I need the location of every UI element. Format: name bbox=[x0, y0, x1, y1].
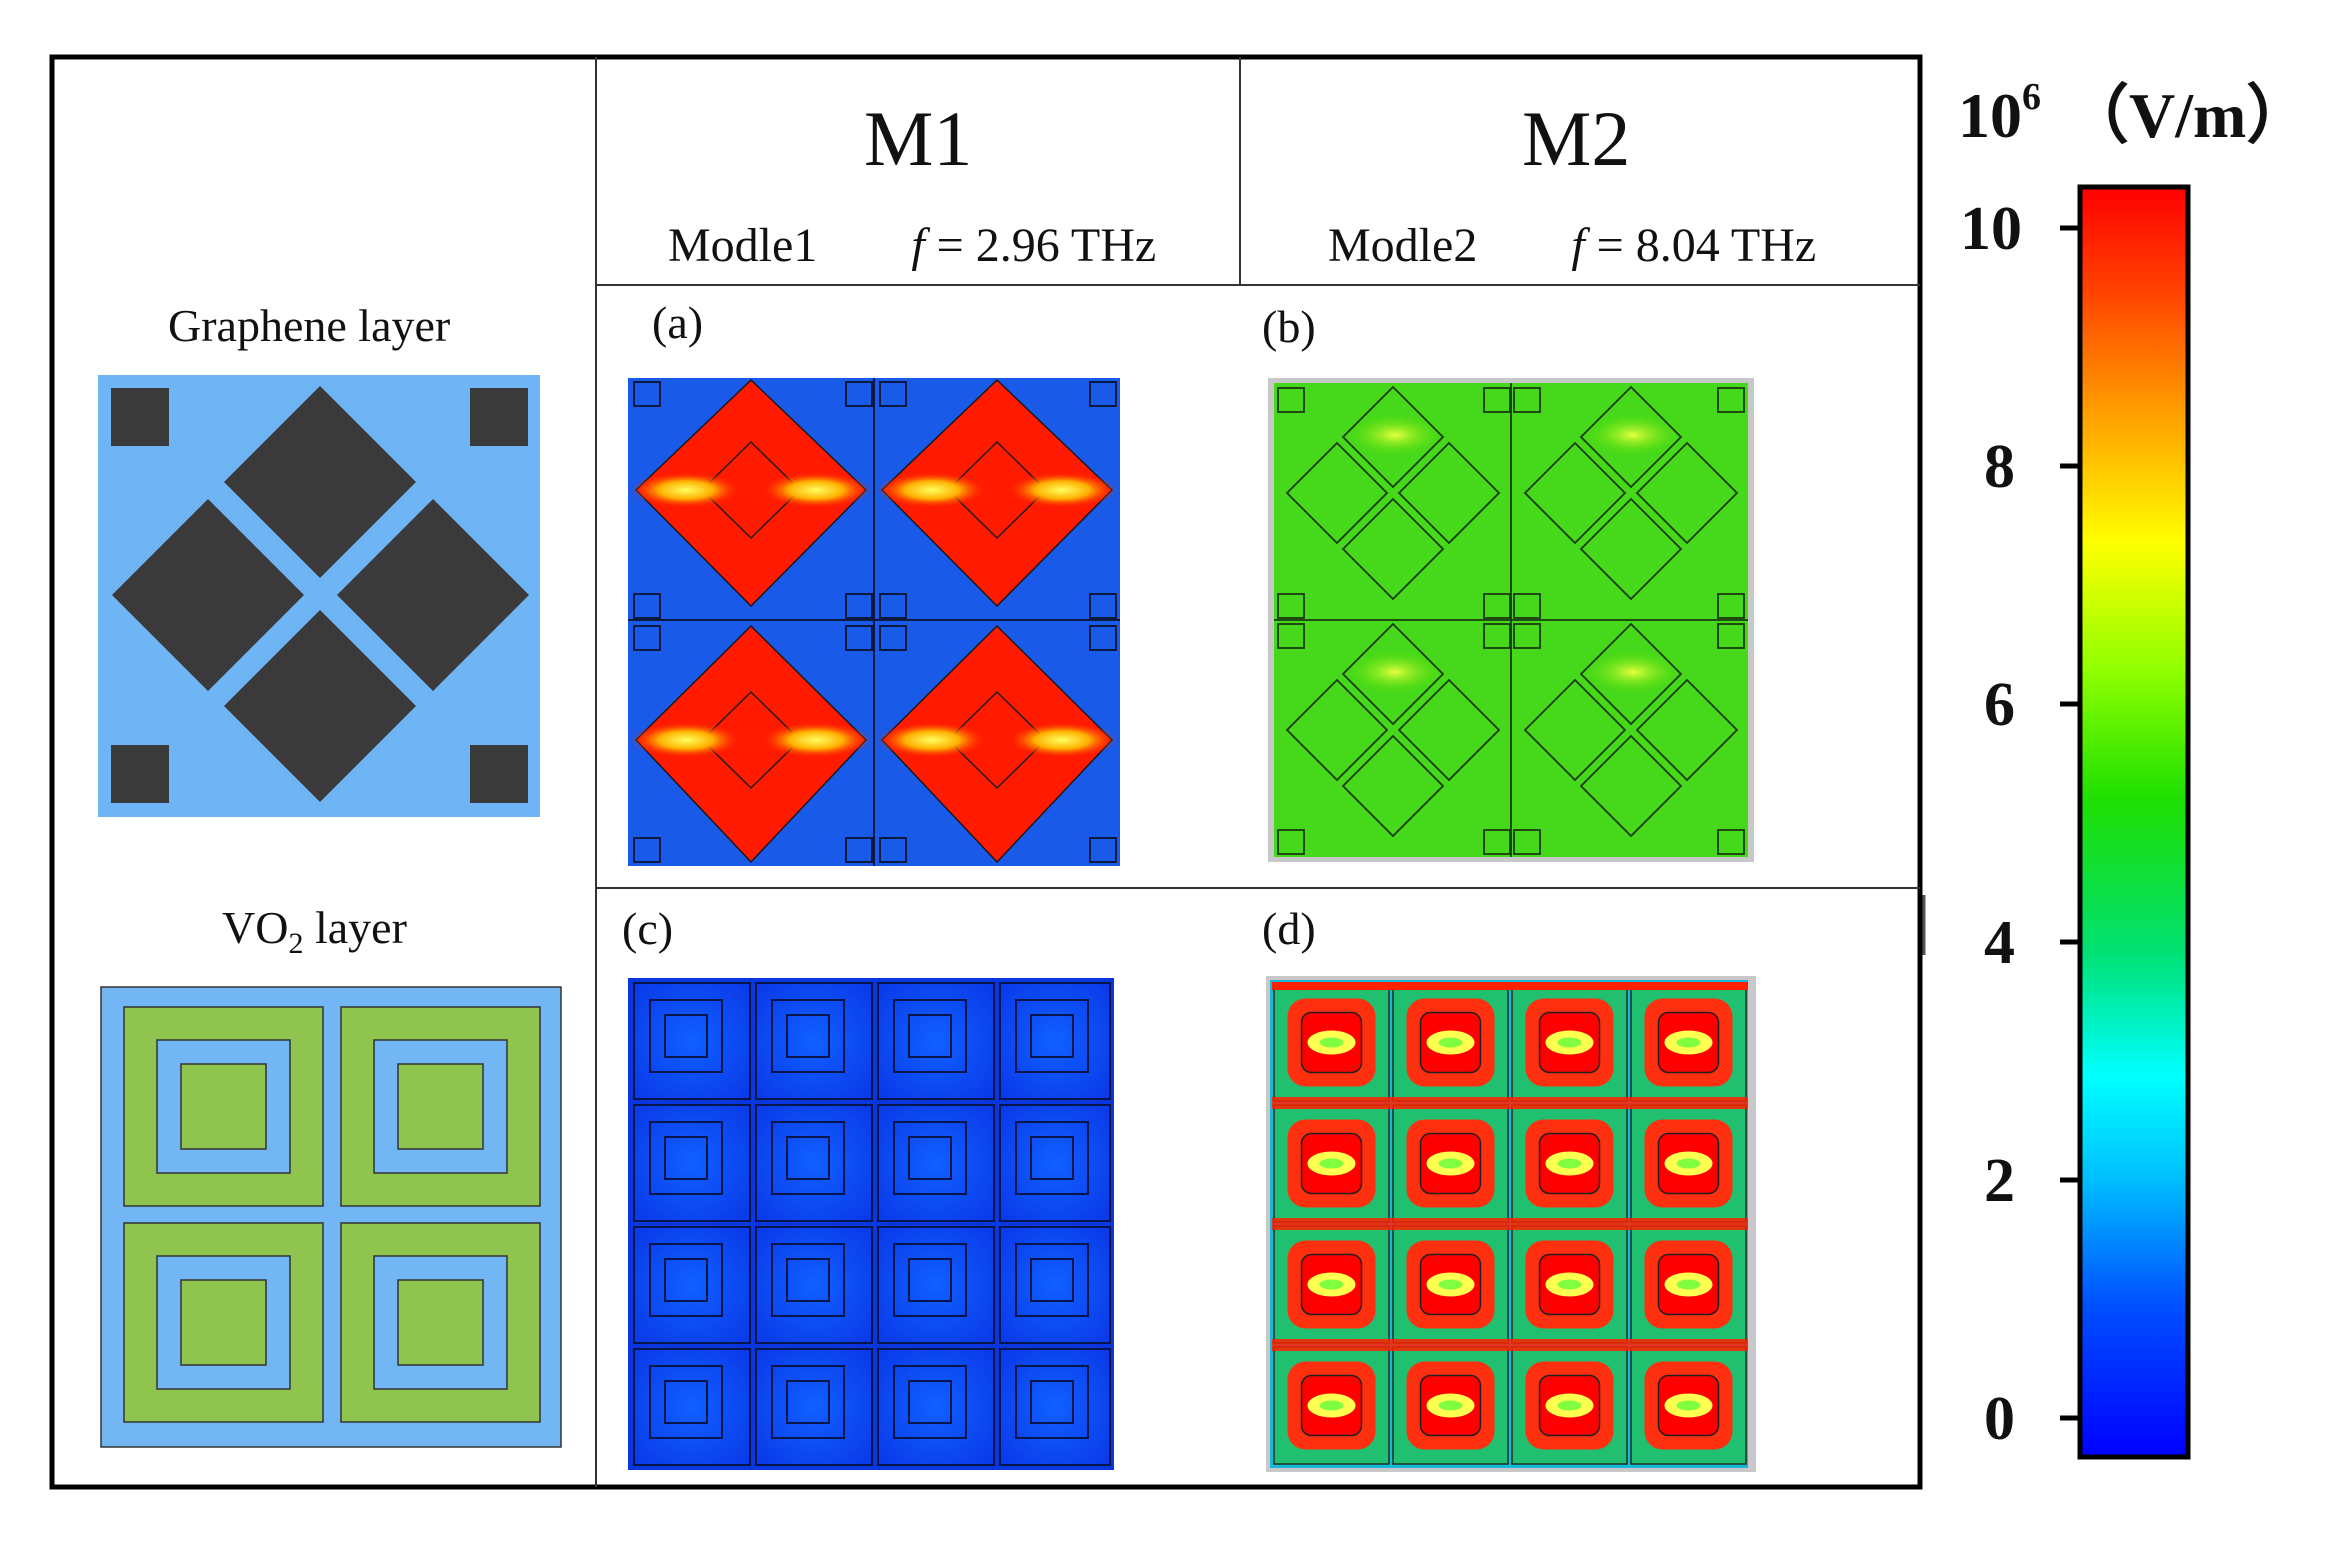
field-cell bbox=[1392, 1346, 1509, 1465]
panel-label-d: (d) bbox=[1262, 903, 1316, 954]
field-band bbox=[1272, 982, 1748, 990]
colorbar-base: 10 bbox=[1958, 80, 2022, 151]
field-cell bbox=[1630, 1225, 1747, 1344]
colorbar-exponent: 6 bbox=[2022, 76, 2041, 118]
field-cell bbox=[1630, 1104, 1747, 1223]
field-cell bbox=[1392, 983, 1509, 1102]
panel-label-a: (a) bbox=[652, 297, 704, 348]
field-band bbox=[1272, 1097, 1748, 1109]
colorbar-tick-2: 2 bbox=[1984, 1147, 2015, 1215]
field-cell bbox=[1511, 1346, 1628, 1465]
vo2-suffix: layer bbox=[303, 902, 407, 953]
field-cell bbox=[1630, 1346, 1747, 1465]
figure-frame bbox=[49, 54, 1923, 1490]
field-map-b bbox=[1268, 378, 1754, 862]
field-map-c bbox=[628, 978, 1114, 1470]
model-label-m2: Modle2 f = 8.04 THz bbox=[1328, 222, 1816, 270]
colorbar-unit: 106 （V/m） bbox=[1958, 78, 2310, 148]
colorbar-tick-0: 0 bbox=[1984, 1385, 2015, 1453]
freq-value: = 8.04 THz bbox=[1596, 219, 1817, 272]
field-cell bbox=[1273, 1346, 1390, 1465]
field-band bbox=[1272, 1339, 1748, 1351]
colorbar-tick-4: 4 bbox=[1984, 909, 2015, 977]
field-cell bbox=[1630, 983, 1747, 1102]
field-cell bbox=[1273, 983, 1390, 1102]
freq-value: = 2.96 THz bbox=[936, 219, 1157, 272]
vo2-layer-label: VO2 layer bbox=[222, 905, 407, 959]
field-cell bbox=[1511, 983, 1628, 1102]
field-cell bbox=[1273, 1104, 1390, 1223]
freq-symbol: f bbox=[911, 219, 925, 272]
model-name: Modle1 bbox=[668, 219, 818, 272]
column-title-m1: M1 bbox=[864, 95, 973, 182]
graphene-layer-schematic bbox=[98, 375, 540, 817]
field-map-d bbox=[1266, 976, 1756, 1472]
colorbar-tick-10: 10 bbox=[1960, 195, 2022, 263]
field-cell bbox=[1511, 1225, 1628, 1344]
column-title-m2: M2 bbox=[1522, 95, 1631, 182]
field-band bbox=[1272, 1218, 1748, 1230]
graphene-layer-label: Graphene layer bbox=[168, 300, 451, 351]
vo2-prefix: VO bbox=[222, 902, 289, 953]
colorbar bbox=[2060, 184, 2191, 1460]
panel-label-b: (b) bbox=[1262, 301, 1316, 352]
vo2-layer-schematic bbox=[100, 986, 562, 1448]
field-cell bbox=[1392, 1225, 1509, 1344]
model-name: Modle2 bbox=[1328, 219, 1478, 272]
field-map-a bbox=[628, 378, 1120, 866]
panel-label-c: (c) bbox=[622, 903, 674, 954]
colorbar-tick-8: 8 bbox=[1984, 433, 2015, 501]
colorbar-unit-text: （V/m） bbox=[2065, 80, 2311, 151]
field-cell bbox=[1392, 1104, 1509, 1223]
freq-symbol: f bbox=[1571, 219, 1585, 272]
field-cell bbox=[1511, 1104, 1628, 1223]
vo2-subscript: 2 bbox=[288, 927, 304, 961]
colorbar-tick-6: 6 bbox=[1984, 671, 2015, 739]
model-label-m1: Modle1 f = 2.96 THz bbox=[668, 222, 1156, 270]
field-cell bbox=[1273, 1225, 1390, 1344]
